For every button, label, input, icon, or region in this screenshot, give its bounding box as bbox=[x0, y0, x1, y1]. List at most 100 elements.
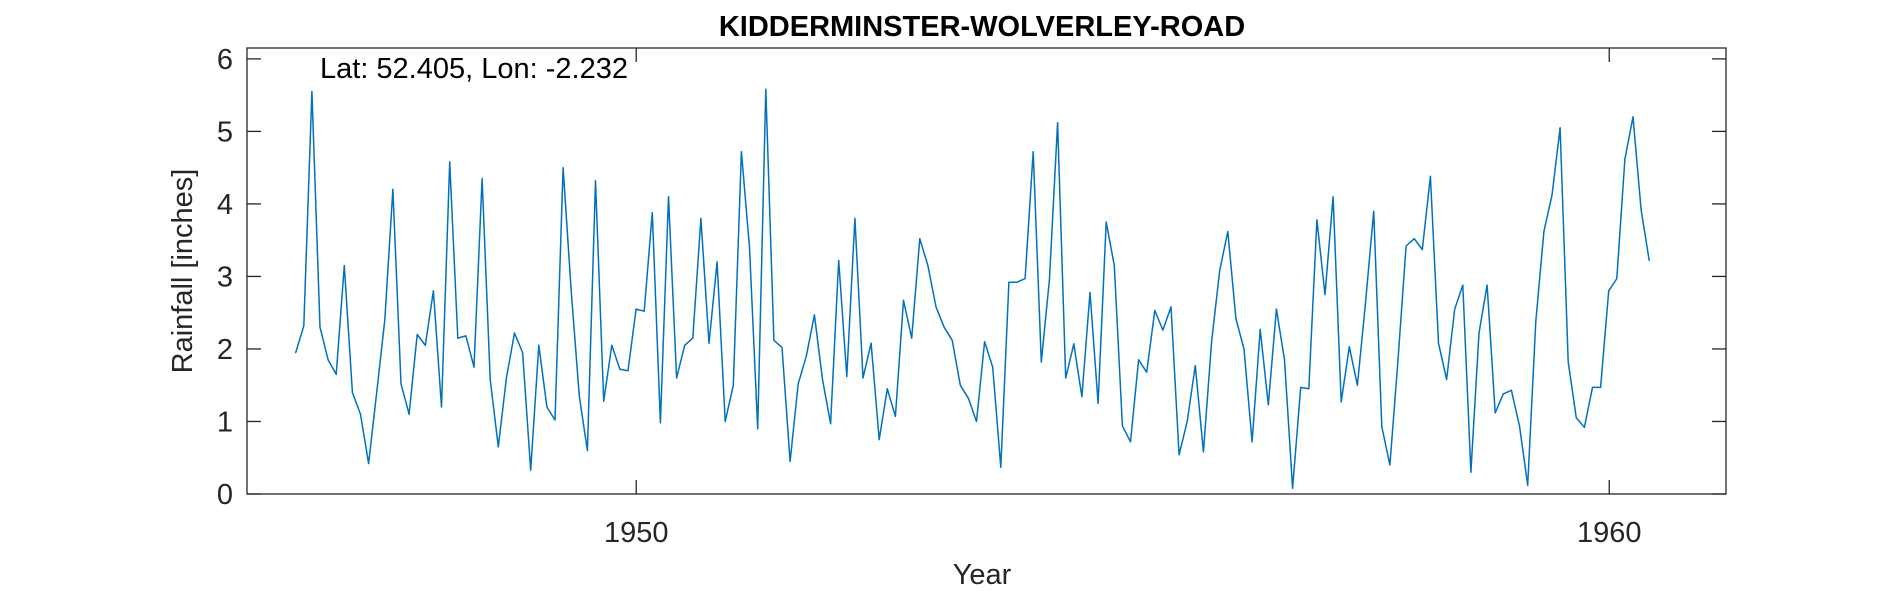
data-point bbox=[886, 388, 888, 390]
data-point bbox=[570, 290, 572, 292]
x-tick-labels: 1950 1960 bbox=[604, 517, 1642, 549]
data-point bbox=[1008, 281, 1010, 283]
data-point bbox=[546, 406, 548, 408]
data-point bbox=[1154, 309, 1156, 312]
data-point bbox=[1227, 230, 1229, 233]
data-point bbox=[1016, 281, 1018, 283]
data-point bbox=[643, 310, 645, 312]
data-point bbox=[554, 419, 556, 421]
data-point bbox=[1381, 426, 1383, 428]
data-point bbox=[1413, 238, 1415, 240]
data-point bbox=[1057, 122, 1059, 124]
data-point bbox=[708, 342, 710, 344]
x-axis-label: Year bbox=[953, 559, 1012, 591]
data-point bbox=[497, 446, 499, 448]
data-point bbox=[967, 397, 970, 399]
data-point bbox=[303, 325, 305, 327]
data-point bbox=[627, 370, 629, 372]
data-point bbox=[1113, 265, 1115, 267]
data-point bbox=[748, 246, 751, 248]
data-point bbox=[1316, 219, 1318, 221]
data-point bbox=[1065, 377, 1067, 379]
data-point bbox=[1235, 317, 1237, 320]
data-point bbox=[481, 177, 483, 180]
data-point bbox=[789, 460, 791, 462]
data-point bbox=[975, 420, 978, 423]
data-point bbox=[1178, 454, 1180, 456]
data-point bbox=[935, 306, 937, 308]
data-point bbox=[943, 326, 945, 328]
plot-area-frame bbox=[246, 47, 1727, 495]
data-point bbox=[1373, 210, 1375, 212]
data-point bbox=[1365, 301, 1367, 303]
data-point bbox=[1624, 158, 1626, 160]
data-point bbox=[1591, 386, 1594, 388]
data-point bbox=[667, 196, 670, 198]
data-point bbox=[1219, 270, 1221, 272]
data-point bbox=[1040, 361, 1042, 363]
y-tick-label: 5 bbox=[217, 116, 233, 148]
data-point bbox=[773, 339, 775, 341]
location-annotation: Lat: 52.405, Lon: -2.232 bbox=[320, 53, 628, 85]
data-point bbox=[951, 339, 953, 341]
data-point bbox=[894, 415, 897, 417]
data-point bbox=[457, 337, 459, 339]
data-point bbox=[513, 332, 516, 334]
data-point bbox=[359, 413, 362, 415]
data-point bbox=[1170, 306, 1172, 308]
data-point bbox=[1308, 388, 1310, 390]
y-tick-label: 2 bbox=[217, 334, 233, 366]
data-point bbox=[1429, 175, 1431, 177]
data-point bbox=[1089, 291, 1091, 293]
data-point bbox=[1162, 329, 1164, 331]
data-point bbox=[319, 326, 321, 328]
data-point bbox=[1648, 259, 1650, 262]
data-point bbox=[473, 366, 475, 368]
chart-title: KIDDERMINSTER-WOLVERLEY-ROAD bbox=[719, 11, 1245, 43]
data-point bbox=[1437, 342, 1440, 344]
data-point bbox=[813, 314, 816, 316]
data-point bbox=[1632, 116, 1634, 118]
data-point bbox=[911, 337, 913, 339]
data-point bbox=[1194, 365, 1196, 367]
data-point bbox=[327, 359, 329, 361]
data-point bbox=[992, 366, 994, 368]
data-point bbox=[1446, 378, 1448, 380]
data-point bbox=[1486, 284, 1488, 286]
data-point bbox=[878, 439, 880, 441]
data-point bbox=[1535, 320, 1537, 322]
data-point bbox=[805, 355, 807, 357]
data-point bbox=[927, 265, 929, 267]
data-point bbox=[724, 420, 726, 423]
data-point bbox=[384, 319, 386, 321]
data-point bbox=[376, 391, 378, 394]
data-point bbox=[1356, 384, 1358, 386]
data-point bbox=[1024, 278, 1026, 280]
data-point bbox=[1559, 127, 1561, 129]
data-point bbox=[1348, 346, 1350, 348]
rainfall-series-line bbox=[294, 88, 1650, 489]
data-point bbox=[732, 384, 734, 386]
data-point bbox=[1097, 402, 1099, 404]
data-point bbox=[1470, 471, 1472, 473]
y-tick-label: 1 bbox=[217, 406, 233, 438]
y-tick-label: 3 bbox=[217, 261, 233, 293]
data-point bbox=[295, 352, 297, 354]
data-point bbox=[870, 342, 872, 344]
data-point bbox=[1567, 361, 1569, 363]
data-point bbox=[1283, 359, 1286, 361]
data-point bbox=[1600, 386, 1602, 388]
data-point bbox=[1405, 245, 1407, 247]
data-point bbox=[1000, 466, 1002, 468]
data-point bbox=[1616, 278, 1618, 280]
data-point bbox=[1583, 426, 1585, 428]
data-point bbox=[1340, 401, 1342, 403]
data-point bbox=[1551, 194, 1553, 196]
data-point bbox=[586, 449, 589, 452]
series-points bbox=[295, 88, 1650, 489]
x-tick-label: 1960 bbox=[1577, 517, 1642, 549]
data-point bbox=[1543, 230, 1545, 233]
data-point bbox=[1267, 404, 1269, 406]
data-point bbox=[1186, 420, 1188, 423]
data-point bbox=[984, 341, 986, 343]
